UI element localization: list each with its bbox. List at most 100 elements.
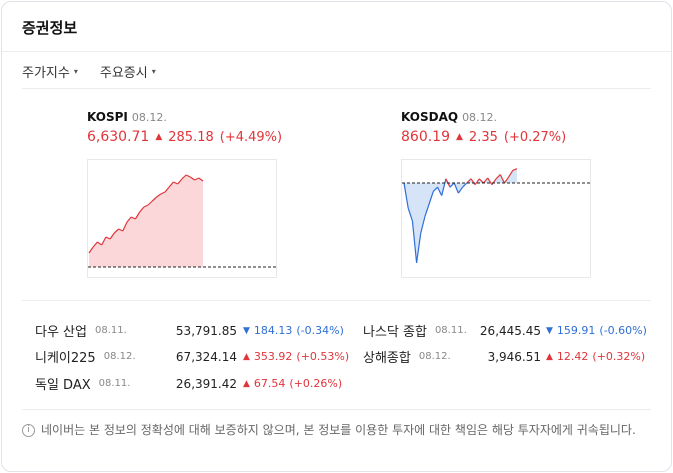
market-value: 67,324.14 [175, 349, 237, 364]
index-change: 285.18 [168, 129, 214, 145]
market-value: 53,791.85 [175, 323, 237, 338]
chart-line-segment [487, 177, 493, 186]
market-name: 다우 산업 [35, 325, 87, 340]
change-pct: (+0.26%) [289, 377, 343, 390]
market-date: 08.12. [103, 351, 136, 362]
market-value: 26,445.45 [479, 323, 541, 338]
market-date: 08.11. [98, 378, 131, 389]
chart-line-segment [88, 246, 94, 254]
kospi-chart[interactable] [87, 159, 277, 278]
chart-line-segment [436, 186, 443, 196]
change-value: 67.54 [253, 377, 286, 390]
chart-line-segment [499, 174, 505, 184]
chart-line-segment [194, 177, 200, 181]
chart-line-segment [470, 178, 476, 186]
index-name: KOSDAQ [401, 110, 459, 124]
market-name: 나스닥 종합 [363, 325, 427, 340]
chart-line-segment [503, 176, 510, 184]
chart-line-segment [189, 176, 195, 181]
chart-line-segment [160, 191, 166, 195]
index-value: 860.19 [401, 129, 450, 145]
up-arrow-icon: ▲ [243, 378, 250, 389]
chart-line-segment [126, 216, 132, 223]
change-value: 12.42 [556, 350, 589, 363]
chart-line-segment [424, 203, 430, 217]
market-row-dax[interactable]: 독일 DAX 08.11. 26,391.42 ▲ 67.54 (+0.26%) [35, 374, 342, 394]
chart-line-segment [105, 236, 111, 240]
chart-line-segment [173, 181, 178, 185]
chart-line-segment [483, 177, 489, 184]
chart-area [404, 168, 517, 263]
up-arrow-icon: ▲ [243, 351, 250, 362]
market-row-nasdaq[interactable]: 나스닥 종합 08.11. 26,445.45 ▼ 159.91 (-0.60%… [363, 321, 653, 341]
kospi-summary[interactable]: KOSPI 08.12. 6,630.71 ▲ 285.18 (+4.49%) [87, 110, 282, 145]
change-pct: (-0.60%) [599, 324, 647, 337]
chart-area [89, 175, 203, 267]
chart-line-segment [462, 182, 468, 188]
chart-line-segment [495, 174, 501, 180]
index-name: KOSPI [87, 110, 128, 124]
market-row-nikkei[interactable]: 니케이225 08.12. 67,324.14 ▲ 353.92 (+0.53%… [35, 347, 349, 367]
market-change: ▲ 353.92 (+0.53%) [243, 350, 349, 363]
chart-line-segment [92, 241, 98, 248]
chart-line-segment [185, 174, 191, 178]
chart-line-segment [177, 178, 183, 185]
down-arrow-icon: ▼ [243, 325, 250, 336]
info-icon: i [22, 424, 35, 437]
market-date: 08.11. [434, 325, 467, 336]
chart-line-segment [457, 186, 464, 194]
index-change: 2.35 [468, 129, 498, 145]
down-arrow-icon: ▼ [546, 325, 553, 336]
chart-line-segment [416, 233, 422, 263]
chart-line-segment [403, 182, 409, 209]
disclaimer-text: 네이버는 본 정보의 정확성에 대해 보증하지 않으며, 본 정보를 이용한 투… [41, 423, 636, 437]
chart-line-segment [168, 181, 174, 188]
chart-line-segment [164, 186, 170, 193]
up-arrow-icon: ▲ [456, 132, 463, 142]
divider [2, 51, 671, 52]
tab-stock-index[interactable]: 주가지수 ▾ [22, 62, 78, 81]
index-value: 6,630.71 [87, 129, 150, 145]
kosdaq-summary[interactable]: KOSDAQ 08.12. 860.19 ▲ 2.35 (+0.27%) [401, 110, 566, 145]
market-name: 독일 DAX [35, 378, 91, 393]
up-arrow-icon: ▲ [155, 132, 163, 142]
change-pct: (+0.32%) [592, 350, 646, 363]
market-row-shanghai[interactable]: 상해종합 08.12. 3,946.51 ▲ 12.42 (+0.32%) [363, 347, 653, 367]
chart-line-segment [97, 241, 103, 246]
chart-line-segment [147, 200, 153, 206]
divider [22, 88, 651, 89]
tab-major-markets[interactable]: 주요증시 ▾ [100, 62, 156, 81]
market-row-dow[interactable]: 다우 산업 08.11. 53,791.85 ▼ 184.13 (-0.34%) [35, 321, 344, 341]
caret-down-icon: ▾ [151, 67, 156, 76]
chart-line-segment [453, 182, 459, 194]
market-name: 니케이225 [35, 351, 96, 366]
chart-line-segment [428, 191, 434, 205]
kosdaq-chart[interactable] [401, 159, 591, 278]
change-value: 159.91 [556, 324, 596, 337]
chart-line-segment [198, 177, 204, 182]
index-date: 08.12. [131, 111, 167, 124]
chart-line-segment [109, 232, 115, 240]
chart-line-segment [139, 206, 145, 213]
chart-line-segment [420, 216, 426, 234]
kosdaq-chart-svg [402, 168, 590, 263]
change-value: 184.13 [253, 324, 293, 337]
market-change: ▼ 184.13 (-0.34%) [243, 324, 344, 337]
tab-label: 주가지수 [22, 66, 70, 81]
chart-line-segment [508, 170, 514, 178]
tab-bar: 주가지수 ▾ 주요증시 ▾ [22, 62, 156, 81]
chart-line-segment [466, 178, 472, 184]
chart-line-segment [101, 236, 107, 246]
chart-line-segment [512, 168, 518, 171]
index-change-pct: (+4.49%) [219, 129, 283, 145]
market-value: 3,946.51 [487, 349, 541, 364]
change-value: 353.92 [253, 350, 293, 363]
market-change: ▲ 67.54 (+0.26%) [243, 377, 342, 390]
chart-line-segment [143, 204, 149, 208]
chart-line-segment [474, 178, 480, 186]
market-name: 상해종합 [363, 351, 411, 366]
chart-line-segment [407, 208, 413, 221]
chart-line-segment [118, 228, 124, 232]
chart-line-segment [151, 196, 158, 202]
divider [22, 300, 651, 301]
